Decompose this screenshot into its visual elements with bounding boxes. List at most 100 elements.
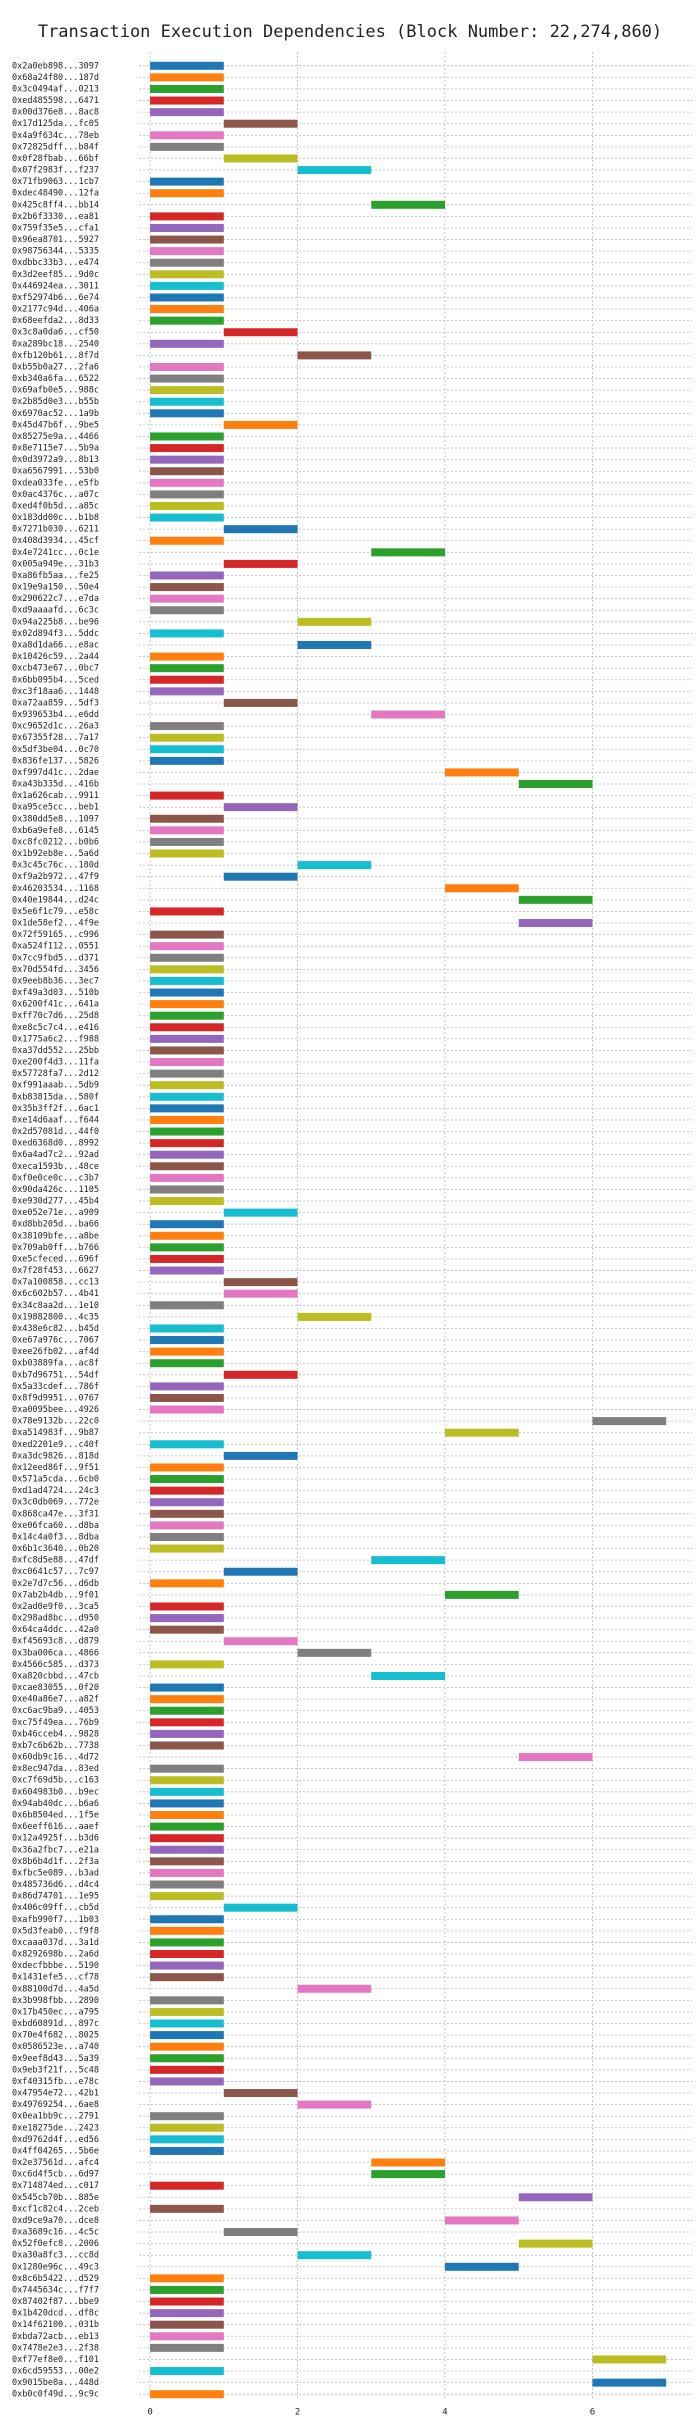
- y-tick-label: 0x02d894f3...5ddc: [12, 629, 99, 639]
- y-tick-label: 0x70e4f682...8025: [12, 2031, 99, 2041]
- bar: [150, 1127, 224, 1136]
- bar: [223, 2089, 298, 2098]
- y-tick-label: 0x3c0494af...0213: [12, 84, 99, 94]
- chart-title: Transaction Execution Dependencies (Bloc…: [38, 22, 662, 42]
- y-tick-label: 0x1b92eb8e...5a6d: [12, 849, 99, 859]
- y-tick-label: 0x40e19844...d24c: [12, 895, 99, 905]
- y-tick-label: 0x1de58ef2...4f9e: [12, 919, 99, 929]
- bar: [150, 1880, 224, 1889]
- bar: [150, 1359, 224, 1368]
- bar: [518, 895, 593, 904]
- bar: [150, 1544, 224, 1553]
- y-tick-label: 0xf52974b6...6e74: [12, 293, 99, 303]
- y-tick-label: 0xa30a8fc3...cc8d: [12, 2251, 99, 2261]
- y-tick-label: 0xf997d41c...2dae: [12, 768, 99, 778]
- y-tick-label: 0xc6d4f5cb...6d97: [12, 2170, 99, 2180]
- bar: [150, 2297, 224, 2306]
- y-tick-label: 0x6cd59553...00e2: [12, 2367, 99, 2377]
- bar: [150, 687, 224, 696]
- bar: [150, 583, 224, 592]
- bar: [150, 1834, 224, 1843]
- y-tick-label: 0x68a24f80...187d: [12, 73, 99, 83]
- bar: [150, 1220, 224, 1229]
- y-tick-label: 0xc6ac9ba9...4053: [12, 1706, 99, 1716]
- y-tick-label: 0xe67a976c...7067: [12, 1336, 99, 1346]
- bar: [150, 837, 224, 846]
- y-tick-label: 0x290622c7...e7da: [12, 594, 99, 604]
- bar: [371, 1556, 445, 1565]
- y-tick-label: 0x07f2983f...f237: [12, 166, 99, 176]
- bar: [223, 1637, 298, 1646]
- y-tick-label: 0xc7f69d5b...c163: [12, 1776, 99, 1786]
- x-tick-label: 4: [442, 2408, 447, 2418]
- y-tick-label: 0x6bb095b4...5ced: [12, 675, 99, 685]
- y-tick-label: 0x47954e72...42b1: [12, 2089, 99, 2099]
- y-tick-label: 0x7478e2e3...2f38: [12, 2343, 99, 2353]
- y-tick-label: 0x8c6b5422...d529: [12, 2274, 99, 2284]
- bar: [150, 2343, 224, 2352]
- y-tick-label: 0x2177c94d...406a: [12, 305, 99, 315]
- bar: [150, 814, 224, 823]
- bar: [150, 1185, 224, 1194]
- y-tick-label: 0x380dd5e8...1097: [12, 814, 99, 824]
- bar: [150, 2007, 224, 2016]
- y-tick-label: 0xe18275de...2423: [12, 2123, 99, 2133]
- bar: [371, 710, 445, 719]
- bar: [223, 872, 298, 881]
- y-tick-label: 0xc3f18aa6...1448: [12, 687, 99, 697]
- y-tick-label: 0x5d3feab0...f9f8: [12, 1926, 99, 1936]
- y-tick-label: 0x46203534...1168: [12, 884, 99, 894]
- y-tick-label: 0xed6368d0...8992: [12, 1139, 99, 1149]
- y-tick-label: 0x1431efe5...cf78: [12, 1973, 99, 1983]
- y-tick-label: 0xe06fca60...d8ba: [12, 1521, 99, 1531]
- y-tick-label: 0xe14d6aaf...f644: [12, 1115, 99, 1125]
- bar: [150, 1625, 224, 1634]
- bar: [150, 1150, 224, 1159]
- bar: [150, 1695, 224, 1704]
- y-tick-label: 0x8f9d9951...0767: [12, 1393, 99, 1403]
- bar: [150, 2123, 224, 2132]
- y-tick-label: 0xcb473e67...0bc7: [12, 664, 99, 674]
- y-tick-label: 0x96ea8701...5927: [12, 235, 99, 245]
- y-tick-label: 0xee26fb02...af4d: [12, 1347, 99, 1357]
- bar: [223, 1289, 298, 1298]
- y-tick-label: 0x34c8aa2d...1e10: [12, 1301, 99, 1311]
- y-tick-label: 0xc8fc0212...b0b6: [12, 837, 99, 847]
- y-tick-label: 0xcaaa037d...3a1d: [12, 1938, 99, 1948]
- y-tick-label: 0xc0641c57...7c97: [12, 1567, 99, 1577]
- bar: [444, 2216, 519, 2225]
- y-tick-label: 0xa820cbbd...47cb: [12, 1671, 99, 1681]
- y-tick-label: 0x545cb70b...885e: [12, 2193, 99, 2203]
- bar: [150, 1440, 224, 1449]
- y-tick-label: 0x67355f28...7a17: [12, 733, 99, 743]
- y-tick-label: 0x759f35e5...cfa1: [12, 223, 99, 233]
- bar: [150, 1023, 224, 1032]
- bar: [150, 1718, 224, 1727]
- bar: [150, 247, 224, 256]
- y-tick-label: 0x4e7241cc...0c1e: [12, 548, 99, 558]
- x-tick-label: 0: [147, 2408, 152, 2418]
- bar: [150, 571, 224, 580]
- bar: [150, 1776, 224, 1785]
- y-tick-label: 0xe200f4d3...11fa: [12, 1058, 99, 1068]
- y-tick-label: 0xa37dd552...25bb: [12, 1046, 99, 1056]
- y-tick-label: 0xb6a9efe8...6145: [12, 826, 99, 836]
- bar: [150, 1058, 224, 1067]
- bar: [150, 536, 224, 545]
- bar: [150, 1463, 224, 1472]
- bar: [150, 1000, 224, 1009]
- y-tick-label: 0xdbbc33b3...e474: [12, 258, 99, 268]
- bar: [150, 1996, 224, 2005]
- bar: [150, 1347, 224, 1356]
- bar: [150, 490, 224, 499]
- bar: [371, 1671, 445, 1680]
- y-tick-label: 0xf9a2b972...47f9: [12, 872, 99, 882]
- y-tick-label: 0x5a33cdef...786f: [12, 1382, 99, 1392]
- y-tick-label: 0x571a5cda...6cb0: [12, 1475, 99, 1485]
- bar: [150, 258, 224, 267]
- y-tick-label: 0x0ac4376c...a07c: [12, 490, 99, 500]
- y-tick-label: 0x9eeb8b36...3ec7: [12, 976, 99, 986]
- bar: [371, 2170, 445, 2179]
- bar: [150, 2204, 224, 2213]
- bar: [150, 455, 224, 464]
